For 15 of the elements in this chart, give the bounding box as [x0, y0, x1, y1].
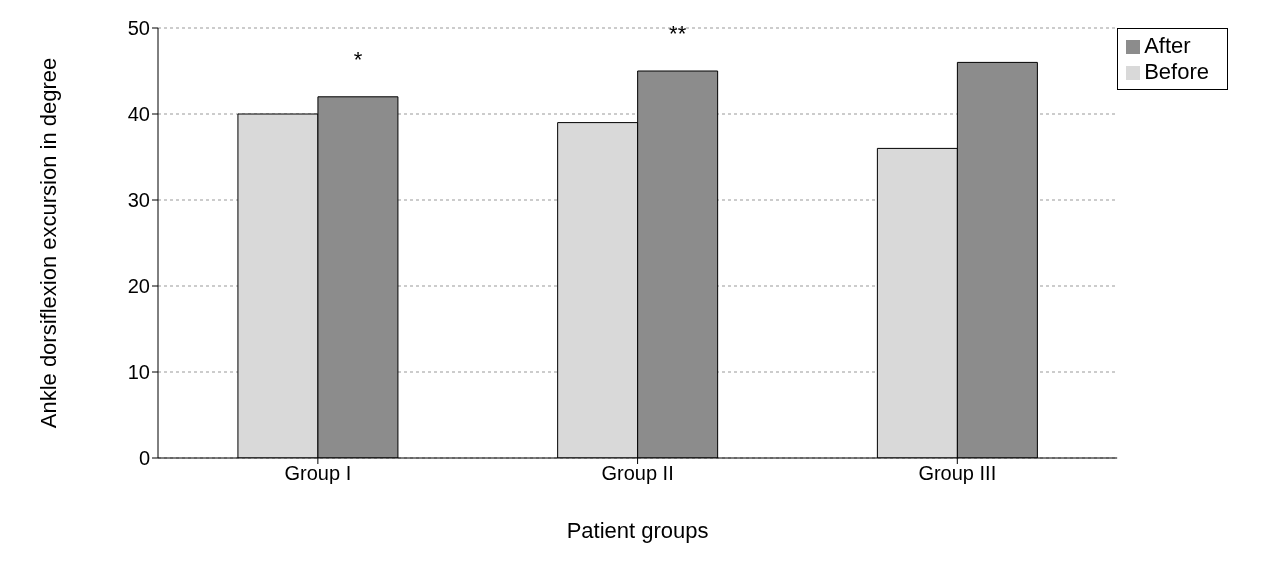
- x-tick-label: Group II: [601, 462, 674, 485]
- x-axis-title: Patient groups: [566, 518, 709, 543]
- legend-label: After: [1144, 33, 1191, 58]
- x-tick-label: Group I: [284, 462, 352, 485]
- y-tick-label: 10: [127, 361, 150, 384]
- x-tick-label: Group III: [918, 462, 997, 485]
- y-tick-label: 40: [127, 103, 150, 126]
- annotation: **: [669, 21, 687, 46]
- annotation: *: [353, 46, 363, 72]
- y-tick-label: 0: [138, 447, 150, 470]
- y-tick-label: 20: [127, 275, 150, 298]
- y-tick-label: 50: [127, 17, 150, 40]
- y-axis-title: Ankle dorsiflexion excursion in degree: [35, 57, 61, 429]
- legend-label: Before: [1144, 59, 1209, 84]
- y-tick-label: 30: [127, 189, 150, 212]
